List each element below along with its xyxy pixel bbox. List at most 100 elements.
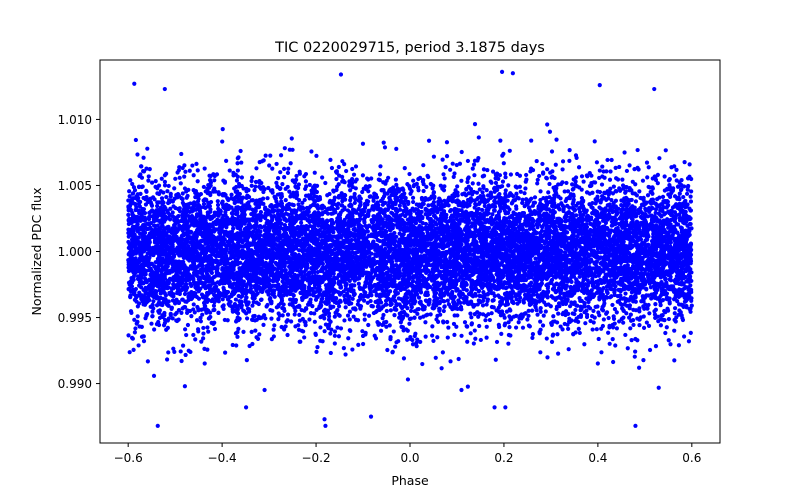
data-point xyxy=(644,160,650,165)
data-point xyxy=(180,197,185,202)
data-point xyxy=(288,161,293,166)
data-point xyxy=(605,157,610,163)
data-point xyxy=(442,176,447,181)
data-point xyxy=(128,178,133,183)
data-point xyxy=(126,333,131,338)
data-point xyxy=(401,356,407,361)
data-point xyxy=(356,342,361,347)
data-point xyxy=(201,336,206,341)
data-point xyxy=(641,325,647,330)
data-point xyxy=(183,169,188,174)
data-point xyxy=(336,334,342,339)
data-point xyxy=(394,182,399,187)
data-point xyxy=(172,186,177,191)
data-point xyxy=(253,328,258,333)
data-point xyxy=(658,323,664,328)
data-point xyxy=(141,155,146,160)
data-point xyxy=(547,181,552,187)
data-point xyxy=(636,167,641,172)
data-point xyxy=(663,330,668,336)
data-point xyxy=(663,148,668,153)
data-point xyxy=(313,203,318,208)
data-point xyxy=(133,326,138,331)
data-point xyxy=(302,335,307,340)
data-point xyxy=(465,158,471,164)
data-point xyxy=(194,161,199,166)
data-point xyxy=(194,318,200,323)
data-point xyxy=(249,178,254,184)
data-point xyxy=(468,311,473,316)
data-point xyxy=(257,332,262,337)
data-point xyxy=(487,317,492,323)
data-point xyxy=(623,332,628,338)
data-point xyxy=(320,175,325,180)
data-point xyxy=(410,195,416,200)
data-point xyxy=(344,168,349,174)
data-point xyxy=(274,161,279,167)
data-point xyxy=(688,330,693,335)
data-point xyxy=(485,167,490,173)
data-point xyxy=(193,194,198,200)
data-point xyxy=(484,302,489,307)
data-point xyxy=(647,311,652,316)
data-point xyxy=(465,324,470,329)
data-point xyxy=(478,337,483,343)
data-point xyxy=(592,139,597,144)
data-point xyxy=(549,339,555,344)
data-point xyxy=(674,167,679,172)
data-point xyxy=(688,199,694,204)
data-point xyxy=(413,207,418,212)
data-point xyxy=(459,178,464,183)
data-point xyxy=(334,187,339,193)
data-point xyxy=(276,176,281,181)
data-point xyxy=(628,326,633,331)
data-point xyxy=(545,355,550,360)
data-point xyxy=(309,149,314,154)
data-point xyxy=(262,387,267,393)
data-point xyxy=(660,194,666,199)
data-point xyxy=(584,308,589,313)
data-point xyxy=(518,189,523,194)
data-point xyxy=(576,326,581,331)
data-point xyxy=(162,183,168,188)
data-point xyxy=(411,178,416,183)
data-point xyxy=(656,385,661,390)
data-point xyxy=(339,203,345,208)
data-point xyxy=(554,137,559,142)
data-point xyxy=(363,184,369,189)
data-point xyxy=(340,174,345,180)
data-point xyxy=(287,189,292,194)
data-point xyxy=(455,184,460,189)
data-point xyxy=(440,157,445,162)
data-point xyxy=(430,324,435,329)
data-point xyxy=(280,182,285,187)
data-point xyxy=(582,342,587,347)
data-point xyxy=(334,176,339,182)
data-point xyxy=(227,168,232,173)
data-point xyxy=(332,341,337,346)
chart-title: TIC 0220029715, period 3.1875 days xyxy=(274,40,545,56)
data-point xyxy=(380,316,385,321)
data-point xyxy=(575,234,580,239)
data-point xyxy=(233,297,238,302)
data-point xyxy=(249,183,254,188)
data-point xyxy=(629,338,634,343)
data-point xyxy=(625,346,630,351)
data-point xyxy=(671,297,677,302)
data-point xyxy=(532,195,538,200)
data-point xyxy=(402,166,407,171)
data-point xyxy=(162,179,168,184)
data-point xyxy=(397,203,402,208)
data-point xyxy=(297,169,302,174)
data-point xyxy=(321,309,327,314)
data-point xyxy=(261,158,266,163)
data-point xyxy=(235,161,240,166)
data-point xyxy=(290,147,295,152)
data-point xyxy=(653,302,658,307)
data-point xyxy=(600,164,605,169)
data-point xyxy=(205,325,210,330)
data-point xyxy=(547,129,553,134)
data-point xyxy=(303,179,308,184)
data-point xyxy=(352,200,357,206)
data-point xyxy=(180,297,185,302)
